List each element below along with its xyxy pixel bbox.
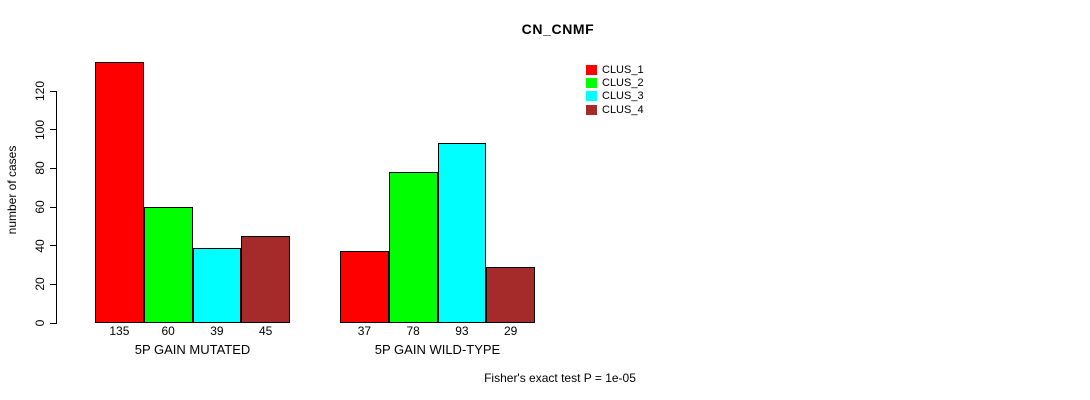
y-axis-tick <box>50 206 56 208</box>
x-group-label: 5P GAIN MUTATED <box>134 342 251 357</box>
bar-clus_2-group2 <box>388 172 438 323</box>
y-axis-tick-label: 40 <box>33 238 47 253</box>
legend-item: CLUS_2 <box>586 76 644 89</box>
legend-swatch-clus_4 <box>586 104 597 115</box>
y-axis-line <box>56 91 57 324</box>
legend-label: CLUS_4 <box>602 103 644 116</box>
bar-value-label: 39 <box>210 324 224 338</box>
legend: CLUS_1 CLUS_2 CLUS_3 CLUS_4 <box>586 63 644 116</box>
y-axis-tick <box>50 90 56 92</box>
legend-item: CLUS_4 <box>586 103 644 116</box>
legend-label: CLUS_2 <box>602 76 644 89</box>
y-axis-tick-label: 120 <box>33 80 47 102</box>
stat-annotation: Fisher's exact test P = 1e-05 <box>484 371 636 385</box>
bar-value-label: 78 <box>406 324 420 338</box>
y-axis-tick-label: 80 <box>33 161 47 176</box>
y-axis-tick <box>50 129 56 131</box>
chart-title: CN_CNMF <box>521 21 595 37</box>
y-axis-tick-label: 60 <box>33 200 47 214</box>
bar-clus_4-group2 <box>486 266 535 323</box>
bar-value-label: 60 <box>161 324 175 338</box>
y-axis-tick-label: 0 <box>33 319 47 327</box>
legend-swatch-clus_2 <box>586 77 597 88</box>
y-axis-tick <box>50 245 56 247</box>
bar-clus_3-group1 <box>192 247 242 323</box>
y-axis-tick <box>50 167 56 169</box>
bar-value-label: 45 <box>258 324 273 338</box>
bar-clus_3-group2 <box>437 143 487 323</box>
legend-swatch-clus_3 <box>586 91 597 102</box>
legend-item: CLUS_1 <box>586 63 644 76</box>
legend-label: CLUS_3 <box>602 90 644 103</box>
bar-clus_2-group1 <box>143 207 193 323</box>
legend-item: CLUS_3 <box>586 90 644 103</box>
legend-label: CLUS_1 <box>602 63 644 76</box>
legend-swatch-clus_1 <box>586 64 597 75</box>
bar-value-label: 135 <box>109 324 130 338</box>
y-axis-tick-label: 100 <box>33 119 47 140</box>
bar-clus_1-group1 <box>95 62 144 323</box>
y-axis-tick <box>50 322 56 324</box>
y-axis-tick <box>50 283 56 285</box>
y-axis-tick-label: 20 <box>33 277 47 292</box>
bar-clus_4-group1 <box>241 236 290 323</box>
x-group-label: 5P GAIN WILD-TYPE <box>374 342 501 357</box>
bar-clus_1-group2 <box>340 251 389 323</box>
bar-value-label: 29 <box>503 324 518 338</box>
bar-value-label: 37 <box>357 324 372 338</box>
bar-value-label: 93 <box>455 324 469 338</box>
